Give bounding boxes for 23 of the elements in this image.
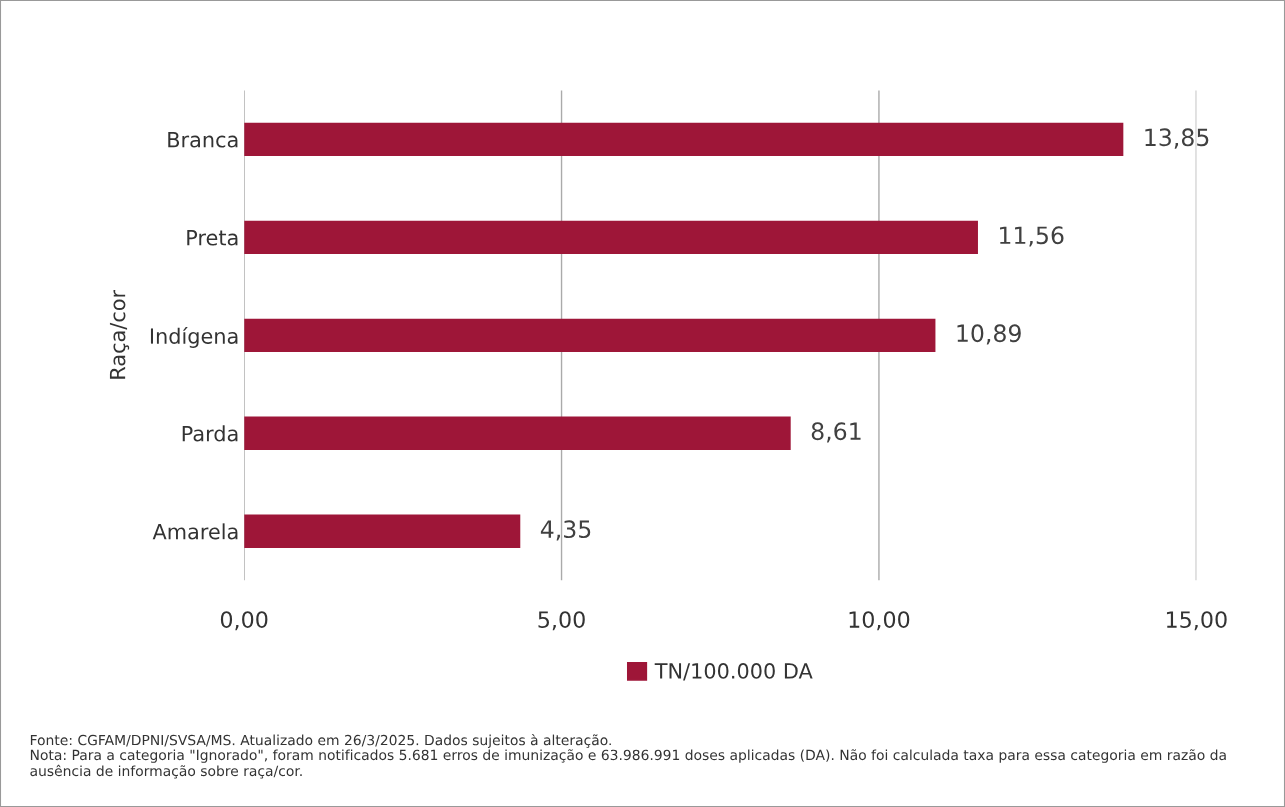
y-tick-label: Amarela <box>152 523 238 540</box>
y-tick-label: Branca <box>168 132 238 148</box>
y-axis-title: Raça/cor <box>109 289 130 379</box>
data-label: 13,85 <box>1145 128 1209 149</box>
x-tick-label: 0,00 <box>220 611 268 631</box>
bar <box>244 514 521 548</box>
x-tick-label: 5,00 <box>538 611 585 631</box>
y-tick-label: Preta <box>187 230 238 246</box>
y-tick-label: Parda <box>182 425 238 442</box>
bar <box>244 416 791 450</box>
x-tick-label: 15,00 <box>1166 611 1227 631</box>
bar <box>244 318 936 352</box>
text: Nota: Para a categoria "Ignorado", foram notificados 5.681 erros de imunização e 63.986.991 doses aplicadas (DA). Não foi calculada taxa para essa categoria em razão da ausência de informação sobre raça/cor. <box>30 749 1226 779</box>
bar <box>244 220 978 254</box>
data-label: 11,56 <box>1000 226 1064 247</box>
legend-label: TN/100.000 DA <box>654 663 813 681</box>
bar <box>244 122 1124 157</box>
y-tick-label: Indígena <box>150 326 238 348</box>
x-tick-label: 10,00 <box>849 611 910 631</box>
data-label: 10,89 <box>957 324 1021 345</box>
data-label: 4,35 <box>540 520 591 541</box>
data-label: 8,61 <box>811 422 861 443</box>
source-note: Fonte: CGFAM/DPNI/SVSA/MS. Atualizado em 26/3/2025. Dados sujeitos à alteração. <box>30 734 611 748</box>
